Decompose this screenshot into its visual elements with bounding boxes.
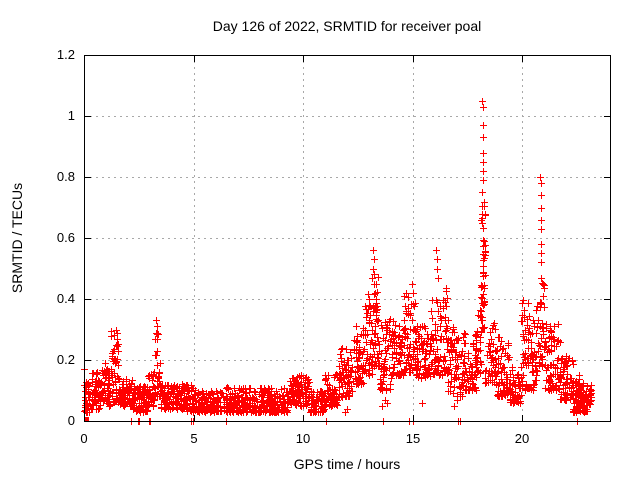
- gridlines: [84, 55, 610, 421]
- x-tick-label: 10: [296, 431, 310, 446]
- origin-square-marker: [84, 417, 89, 422]
- y-tick-label: 1.2: [57, 47, 75, 62]
- y-tick-label: 0.6: [57, 230, 75, 245]
- plot-border: [84, 55, 611, 422]
- x-tick-label: 15: [406, 431, 420, 446]
- y-tick-label: 0.8: [57, 169, 75, 184]
- tick-labels: 0 5 10 15 20 0 0.2 0.4 0.6 0.8 1 1.2: [57, 47, 529, 446]
- y-tick-label: 0.4: [57, 291, 75, 306]
- x-tick-label: 5: [190, 431, 197, 446]
- chart-title: Day 126 of 2022, SRMTID for receiver poa…: [213, 18, 481, 34]
- scatter-points: [81, 98, 595, 425]
- data-points: [81, 98, 595, 425]
- x-tick-label: 0: [80, 431, 87, 446]
- y-tick-label: 0: [68, 413, 75, 428]
- x-axis-label: GPS time / hours: [294, 456, 401, 472]
- x-tick-label: 20: [515, 431, 529, 446]
- axes-frame: [84, 55, 611, 422]
- y-axis-label: SRMTID / TECUs: [9, 183, 25, 293]
- y-tick-label: 0.2: [57, 352, 75, 367]
- y-tick-label: 1: [68, 108, 75, 123]
- tick-marks: [84, 55, 610, 422]
